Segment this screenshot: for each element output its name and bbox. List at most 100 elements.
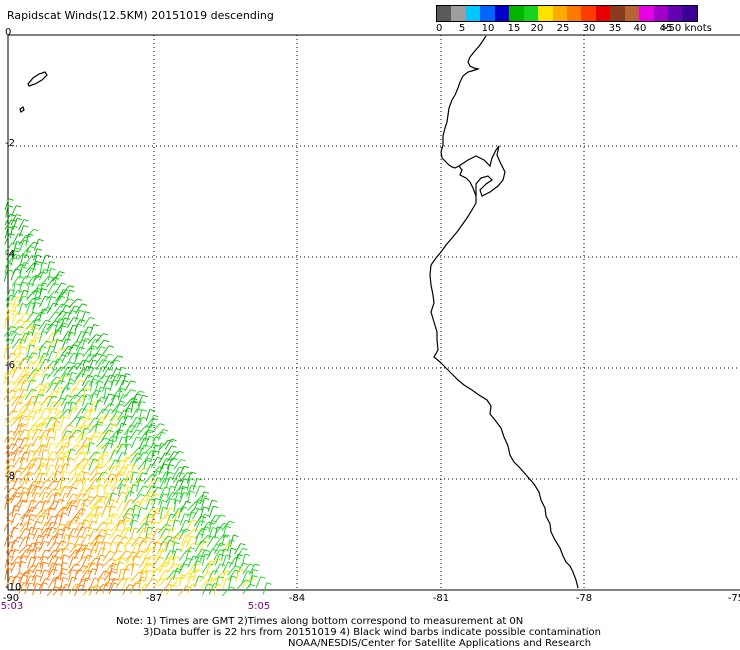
wind-barb-staff [5,250,15,260]
wind-barb-flag [83,504,89,507]
wind-barb-staff [166,457,173,470]
wind-barb-flag [94,506,100,510]
wind-barb-flag [104,541,111,545]
wind-barb-flag [204,549,210,552]
wind-barb-flag [242,562,249,566]
wind-barb-staff [80,542,90,552]
legend-swatch [595,6,611,21]
wind-barb-flag [127,430,134,433]
wind-barb-flag [121,491,127,494]
wind-barb-flag [169,476,175,480]
wind-barb-staff [122,577,128,589]
wind-barb-staff [152,578,162,588]
wind-barb-flag [94,338,100,342]
wind-barb-staff [88,353,97,363]
wind-barb-flag [192,583,198,586]
wind-barb-flag [49,428,55,431]
wind-barb-staff [45,428,50,441]
wind-barb-staff [102,550,110,562]
wind-barb-staff [12,438,19,450]
wind-barb-flag [164,561,171,565]
wind-barb-staff [10,492,17,504]
wind-barb-staff [151,498,157,510]
wind-barb-staff [87,514,94,526]
wind-barb-flag [204,540,210,543]
wind-barb-staff [117,436,123,449]
wind-barb-flag [117,355,124,358]
wind-barb-staff [75,512,81,525]
wind-barb-staff [52,271,60,282]
wind-barb-staff [46,382,54,393]
wind-barb-flag [125,550,132,553]
wind-barb-flag [21,422,27,426]
wind-barb-flag [93,367,100,370]
wind-barb-flag [85,577,92,580]
wind-barb-flag [74,305,80,308]
wind-barb-flag [26,548,32,552]
wind-barb-flag [102,359,108,362]
wind-barb-flag [175,556,181,559]
wind-barb-flag [127,476,133,480]
wind-barb-flag [61,291,68,294]
wind-barb-flag [17,438,24,441]
wind-barb-flag [136,436,142,440]
wind-barb-staff [171,576,181,587]
wind-barb-staff [87,507,95,518]
wind-barb-staff [110,436,114,449]
wind-barb-flag [109,409,116,412]
wind-barb-flag [157,456,163,460]
wind-barb-staff [138,584,146,596]
wind-barb-staff [101,345,110,356]
wind-barb-flag [233,534,239,538]
wind-barb-flag [29,415,35,418]
wind-barb-staff [5,458,11,471]
wind-barb-flag [9,213,16,217]
wind-barb-staff [19,326,29,336]
wind-barb-flag [68,361,74,365]
wind-barb-staff [75,579,84,589]
wind-barb-flag [143,485,149,488]
wind-barb-staff [241,577,251,588]
wind-barb-flag [100,477,106,480]
wind-barb-staff [52,452,62,462]
wind-barb-staff [137,395,144,407]
wind-barb-flag [121,556,127,560]
wind-barb-flag [132,551,139,555]
wind-barb-flag [14,540,20,543]
wind-barb-staff [80,410,89,421]
wind-barb-flag [20,467,26,470]
wind-barb-flag [147,562,154,566]
wind-barb-flag [72,365,78,369]
wind-barb-flag [14,253,21,257]
wind-barb-staff [46,339,56,350]
wind-barb-flag [59,498,65,502]
wind-barb-flag [85,331,91,334]
wind-barb-flag [158,466,165,469]
wind-barb-flag [266,582,272,585]
wind-barb-staff [18,225,24,237]
wind-barb-staff [214,543,221,555]
wind-barb-staff [11,486,20,497]
wind-barb-staff [17,313,26,323]
wind-barb-flag [198,499,204,502]
wind-barb-flag [145,425,152,429]
wind-barb-flag [103,570,110,574]
wind-barb-staff [151,508,157,520]
wind-barb-staff [178,466,185,478]
wind-barb-staff [110,479,119,490]
wind-barb-staff [82,394,87,407]
wind-barb-flag [231,575,237,579]
wind-barb-flag [140,401,147,404]
wind-barb-flag [100,386,106,389]
wind-barb-flag [52,568,58,572]
wind-barb-staff [67,394,76,406]
wind-barb-staff [75,526,83,538]
wind-barb-staff [194,540,202,552]
wind-barb-flag [73,556,79,559]
wind-barb-flag [193,528,199,532]
wind-barb-flag [58,402,65,405]
wind-barb-flag [103,451,110,454]
wind-barb-flag [58,465,65,468]
wind-barb-staff [59,562,64,575]
